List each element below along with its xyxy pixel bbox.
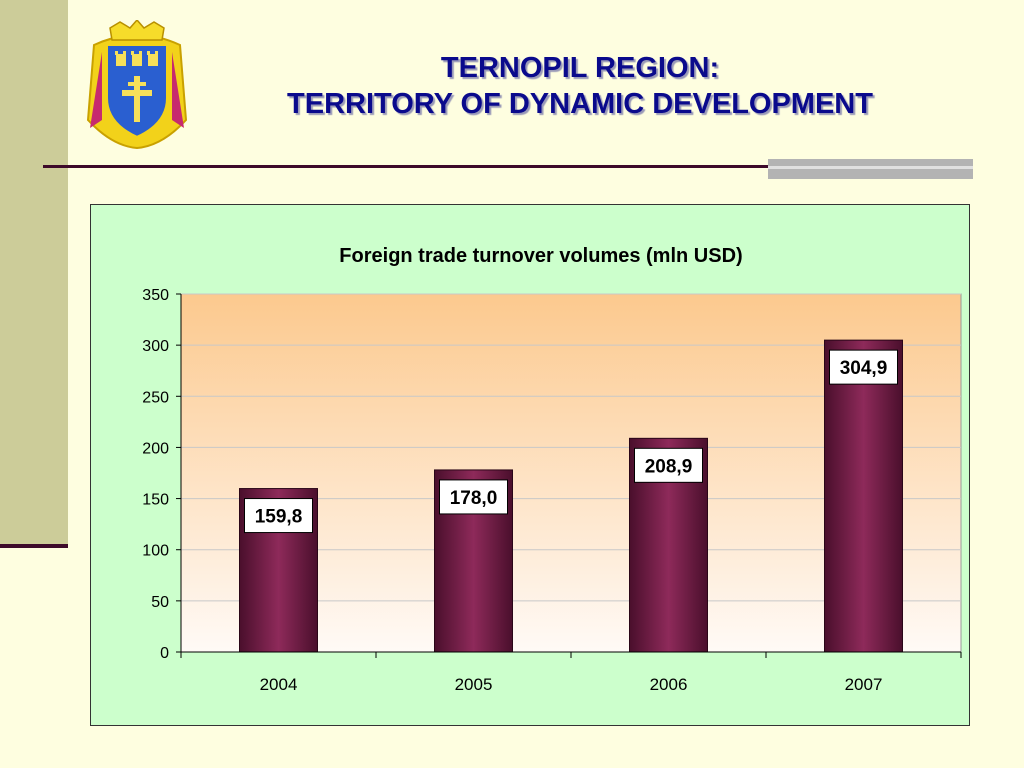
- left-bar-underline: [0, 544, 68, 548]
- data-label-box: [244, 498, 313, 534]
- bar-chart: Foreign trade turnover volumes (mln USD)…: [142, 245, 962, 694]
- slide-title: TERNOPIL REGION: TERRITORY OF DYNAMIC DE…: [200, 50, 960, 122]
- y-tick-label: 350: [142, 287, 169, 304]
- y-axis: 0 50 100 150 200 250 300 350: [142, 287, 182, 662]
- title-divider: [43, 165, 973, 168]
- y-tick-label: 50: [151, 594, 169, 611]
- data-label: 208,9: [645, 456, 693, 477]
- data-label-box: [439, 479, 508, 515]
- x-tick-label: 2005: [455, 675, 493, 694]
- chart-area: Foreign trade turnover volumes (mln USD)…: [90, 204, 970, 726]
- x-axis: 2004 2005 2006 2007: [180, 651, 962, 694]
- y-tick-label: 0: [160, 645, 169, 662]
- slide-title-line2: TERRITORY OF DYNAMIC DEVELOPMENT: [287, 88, 873, 120]
- y-tick-label: 100: [142, 543, 169, 560]
- data-label: 178,0: [450, 488, 498, 509]
- data-label-box: [829, 349, 898, 385]
- data-label-box: [634, 447, 703, 483]
- y-tick-label: 300: [142, 338, 169, 355]
- x-tick-label: 2004: [260, 675, 298, 694]
- chart-title: Foreign trade turnover volumes (mln USD): [339, 245, 742, 267]
- x-tick-label: 2006: [650, 675, 688, 694]
- x-tick-label: 2007: [845, 675, 883, 694]
- bars: 159,8 178,0 208,9 304,9: [239, 339, 903, 653]
- y-tick-label: 250: [142, 389, 169, 406]
- y-tick-label: 200: [142, 440, 169, 457]
- bar-2007: [824, 339, 903, 653]
- left-decorative-bar: [0, 0, 68, 545]
- title-divider-accent: [768, 159, 973, 179]
- data-label: 159,8: [255, 507, 303, 528]
- data-label: 304,9: [840, 358, 888, 379]
- slide-title-line1: TERNOPIL REGION:: [440, 52, 720, 84]
- ternopil-coat-of-arms-icon: [86, 20, 188, 150]
- y-tick-label: 150: [142, 492, 169, 509]
